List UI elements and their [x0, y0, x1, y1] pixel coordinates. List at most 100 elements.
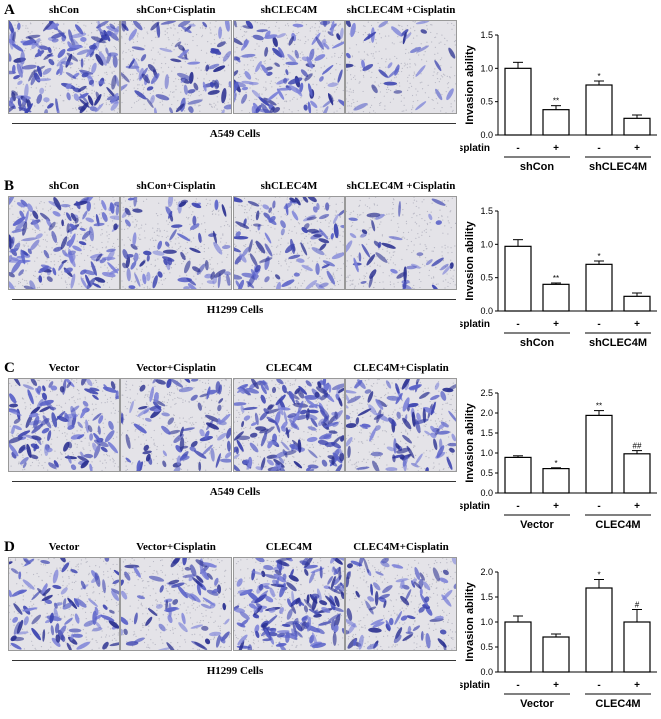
stained-cell	[301, 56, 309, 62]
stained-cell	[164, 241, 170, 247]
stained-cell	[11, 64, 16, 74]
stained-cell	[401, 379, 411, 390]
stained-cell	[318, 621, 332, 626]
stained-cell	[189, 71, 194, 84]
stained-cell	[132, 208, 143, 213]
stained-cell	[260, 457, 266, 471]
stained-cell	[278, 642, 288, 650]
stained-cell	[330, 21, 335, 36]
stained-cell	[183, 286, 190, 289]
stained-cell	[143, 444, 150, 452]
stained-cell	[51, 230, 58, 243]
stained-cell	[161, 412, 170, 417]
y-tick-label: 0.5	[480, 642, 493, 652]
stained-cell	[48, 462, 57, 469]
stained-cell	[290, 603, 297, 614]
stained-cell	[31, 627, 41, 641]
stained-cell	[307, 101, 312, 113]
stained-cell	[51, 412, 58, 428]
stained-cell	[237, 279, 245, 289]
stained-cell	[68, 250, 76, 256]
stained-cell	[416, 252, 424, 256]
stained-cell	[301, 615, 309, 623]
stained-cell	[236, 578, 243, 587]
stained-cell	[168, 579, 180, 585]
stained-cell	[266, 408, 280, 414]
stained-cell	[17, 430, 31, 438]
stained-cell	[38, 275, 43, 283]
stained-cell	[237, 634, 248, 646]
stained-cell	[234, 36, 243, 46]
stained-cell	[361, 243, 371, 258]
micrograph-image	[345, 557, 457, 651]
stained-cell	[95, 253, 103, 262]
stained-cell	[388, 417, 397, 427]
stained-cell	[306, 436, 318, 443]
stained-cell	[52, 584, 62, 590]
stained-cell	[346, 437, 353, 447]
stained-cell	[26, 203, 33, 213]
stained-cell	[11, 90, 18, 96]
stained-cell	[193, 450, 207, 459]
stained-cell	[431, 257, 444, 267]
stained-cell	[84, 388, 99, 395]
panel-d: D Vector Vector+Cisplatin CLEC4M CLEC4M+Cisp…	[0, 537, 661, 715]
stained-cell	[292, 621, 297, 637]
stained-cell	[368, 404, 377, 416]
stained-cell	[210, 271, 215, 280]
stained-cell	[347, 395, 361, 404]
stained-cell	[440, 263, 449, 271]
stained-cell	[310, 417, 318, 428]
stained-cell	[322, 64, 334, 75]
stained-cell	[240, 619, 249, 627]
stained-cell	[22, 39, 36, 46]
stained-cell	[311, 247, 325, 256]
stained-cell	[435, 88, 443, 101]
stained-cell	[80, 407, 87, 419]
stained-cell	[367, 596, 375, 602]
stained-cell	[162, 460, 167, 468]
stained-cell	[369, 427, 377, 442]
stained-cell	[89, 51, 95, 58]
stained-cell	[32, 210, 39, 220]
stained-cell	[234, 246, 242, 253]
stained-cell	[166, 379, 172, 389]
stained-cell	[106, 86, 116, 98]
stained-cell	[222, 50, 231, 62]
stained-cell	[60, 236, 68, 250]
stained-cell	[25, 414, 33, 429]
stained-cell	[260, 394, 266, 404]
stained-cell	[282, 573, 287, 581]
stained-cell	[241, 40, 250, 51]
stained-cell	[378, 69, 389, 78]
stained-cell	[271, 386, 277, 393]
stained-cell	[66, 223, 70, 234]
stained-cell	[451, 558, 456, 565]
stained-cell	[307, 468, 315, 471]
stained-cell	[17, 589, 28, 595]
stained-cell	[139, 260, 146, 267]
stained-cell	[83, 620, 95, 627]
stained-cell	[90, 261, 97, 276]
stained-cell	[267, 404, 275, 410]
stained-cell	[406, 265, 417, 270]
stained-cell	[152, 401, 161, 411]
stained-cell	[41, 392, 48, 401]
stained-cell	[150, 95, 155, 104]
stained-cell	[53, 197, 62, 211]
stained-cell	[368, 275, 374, 288]
stained-cell	[328, 613, 342, 622]
stained-cell	[322, 415, 330, 424]
y-axis-label: Invasion ability	[464, 581, 476, 661]
stained-cell	[311, 632, 318, 647]
stained-cell	[146, 254, 150, 262]
stained-cell	[449, 262, 454, 269]
stained-cell	[100, 446, 108, 453]
stained-cell	[207, 90, 220, 95]
stained-cell	[89, 433, 94, 441]
treatment-label: +	[553, 501, 559, 512]
stained-cell	[89, 226, 94, 242]
stained-cell	[133, 612, 138, 625]
stained-cell	[362, 64, 374, 71]
